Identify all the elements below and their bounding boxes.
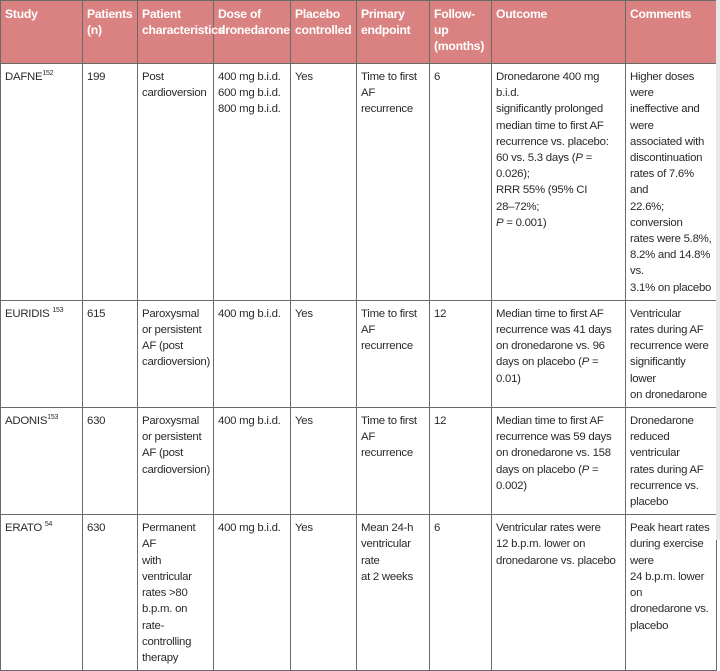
reference-superscript: 153 xyxy=(47,414,59,422)
cell-outcome: Dronedarone 400 mg b.i.d. significantly … xyxy=(491,63,626,301)
header-comments: Comments xyxy=(625,0,717,64)
table-row: ADONIS153 630 Paroxysmal or persistent A… xyxy=(0,407,717,516)
cell-placebo: Yes xyxy=(290,514,357,671)
cell-characteristics: Permanent AF with ventricular rates >80 … xyxy=(137,514,214,671)
header-patient-characteristics: Patient characteristics xyxy=(137,0,225,64)
cell-outcome: Median time to first AF recurrence was 5… xyxy=(491,407,626,516)
p-value-symbol: P xyxy=(581,356,590,369)
cell-outcome: Ventricular rates were 12 b.p.m. lower o… xyxy=(491,514,626,671)
cell-comments: Ventricular rates during AF recurrence w… xyxy=(625,299,717,409)
table-row: DAFNE152 199 Post cardioversion 400 mg b… xyxy=(0,63,717,301)
p-value-symbol: P xyxy=(581,463,590,476)
cell-outcome: Median time to first AF recurrence was 4… xyxy=(491,299,626,409)
cell-study: EURIDIS 153 xyxy=(0,299,83,409)
cell-followup: 12 xyxy=(429,299,492,409)
cell-dose: 400 mg b.i.d. xyxy=(213,514,291,671)
cell-characteristics: Paroxysmal or persistent AF (post cardio… xyxy=(137,407,214,516)
cell-study: ERATO 54 xyxy=(0,514,83,671)
cell-endpoint: Time to first AF recurrence xyxy=(356,299,430,409)
cell-dose: 400 mg b.i.d. xyxy=(213,299,291,409)
cell-dose: 400 mg b.i.d. 600 mg b.i.d. 800 mg b.i.d… xyxy=(213,63,291,301)
cell-characteristics: Post cardioversion xyxy=(137,63,214,301)
header-follow-up: Follow- up (months) xyxy=(429,0,492,64)
table-row: EURIDIS 153 615 Paroxysmal or persistent… xyxy=(0,299,717,409)
cell-placebo: Yes xyxy=(290,299,357,409)
cell-followup: 12 xyxy=(429,407,492,516)
header-patients: Patients (n) xyxy=(82,0,138,64)
header-outcome: Outcome xyxy=(491,0,626,64)
table-header-row: Study Patients (n) Patient characteristi… xyxy=(0,0,717,64)
right-edge-shadow xyxy=(716,0,720,540)
cell-patients: 630 xyxy=(82,514,138,671)
cell-study: DAFNE152 xyxy=(0,63,83,301)
cell-study: ADONIS153 xyxy=(0,407,83,516)
reference-superscript: 54 xyxy=(44,521,53,529)
cell-comments: Peak heart rates during exercise were 24… xyxy=(625,514,717,671)
cell-patients: 630 xyxy=(82,407,138,516)
cell-dose: 400 mg b.i.d. xyxy=(213,407,291,516)
reference-superscript: 153 xyxy=(52,307,64,315)
table-row: ERATO 54 630 Permanent AF with ventricul… xyxy=(0,514,717,671)
header-placebo-controlled: Placebo controlled xyxy=(290,0,357,64)
cell-endpoint: Mean 24-h ventricular rate at 2 weeks xyxy=(356,514,430,671)
p-value-symbol: P xyxy=(575,152,583,165)
cell-followup: 6 xyxy=(429,63,492,301)
cell-endpoint: Time to first AF recurrence xyxy=(356,407,430,516)
cell-characteristics: Paroxysmal or persistent AF (post cardio… xyxy=(137,299,214,409)
cell-placebo: Yes xyxy=(290,63,357,301)
cell-followup: 6 xyxy=(429,514,492,671)
cell-patients: 199 xyxy=(82,63,138,301)
header-study: Study xyxy=(0,0,83,64)
cell-endpoint: Time to first AF recurrence xyxy=(356,63,430,301)
cell-comments: Dronedarone reduced ventricular rates du… xyxy=(625,407,717,516)
cell-comments: Higher doses were ineffective and were a… xyxy=(625,63,717,301)
header-dose: Dose of dronedarone xyxy=(213,0,291,64)
cell-patients: 615 xyxy=(82,299,138,409)
reference-superscript: 152 xyxy=(42,70,54,78)
header-primary-endpoint: Primary endpoint xyxy=(356,0,430,64)
cell-placebo: Yes xyxy=(290,407,357,516)
p-value-symbol: P xyxy=(496,216,504,229)
